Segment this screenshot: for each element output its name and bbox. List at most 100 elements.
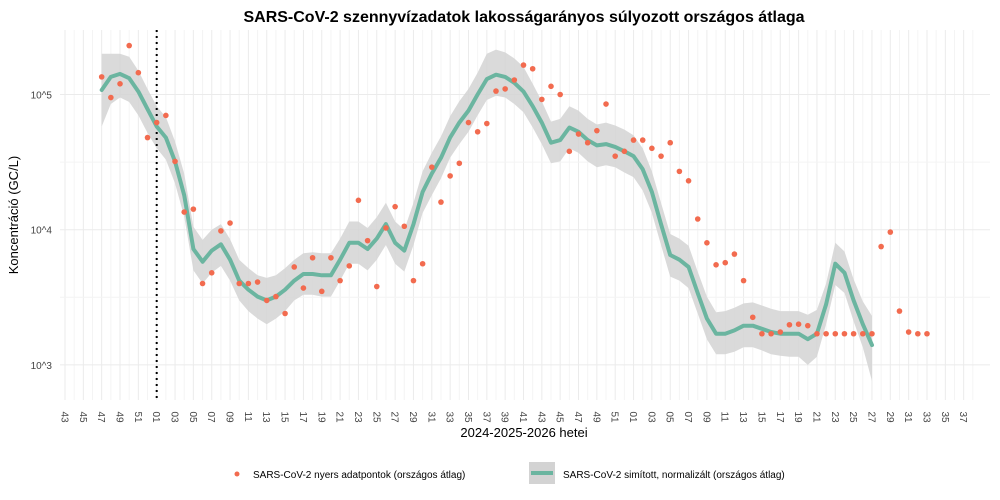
raw-data-point xyxy=(337,277,343,284)
raw-data-point xyxy=(722,259,729,266)
x-tick-label: 37 xyxy=(480,412,491,424)
legend-points-swatch xyxy=(234,471,240,477)
raw-data-point xyxy=(731,251,738,257)
x-tick-label: 51 xyxy=(609,412,620,424)
y-tick-label: 10^4 xyxy=(31,226,53,237)
raw-data-point xyxy=(520,62,527,68)
x-tick-label: 23 xyxy=(352,412,363,424)
raw-data-point xyxy=(401,223,408,230)
x-tick-label: 07 xyxy=(205,412,216,424)
raw-data-point xyxy=(685,177,692,184)
raw-data-point xyxy=(273,293,279,300)
raw-data-point xyxy=(419,260,426,267)
x-tick-label: 33 xyxy=(920,412,931,424)
chart-title: SARS-CoV-2 szennyvízadatok lakosságarány… xyxy=(243,9,804,26)
x-tick-label: 33 xyxy=(444,412,455,424)
raw-data-point xyxy=(594,127,600,134)
raw-data-point xyxy=(694,216,701,222)
legend-points-label: SARS-CoV-2 nyers adatpontok (országos át… xyxy=(253,470,465,481)
raw-data-point xyxy=(841,330,848,337)
confidence-band xyxy=(101,49,872,381)
x-tick-label: 31 xyxy=(425,412,436,424)
raw-data-point xyxy=(529,65,536,72)
raw-data-point xyxy=(108,94,114,101)
x-tick-label: 21 xyxy=(334,412,345,424)
raw-data-point xyxy=(612,153,618,159)
raw-data-point xyxy=(539,96,545,103)
raw-data-point xyxy=(218,228,224,234)
x-tick-label: 19 xyxy=(792,412,803,424)
raw-data-point xyxy=(566,148,573,155)
raw-data-point xyxy=(346,263,353,269)
raw-data-point xyxy=(254,279,261,285)
legend-line-label: SARS-CoV-2 simított, normalizált (ország… xyxy=(563,470,785,481)
x-tick-label: 03 xyxy=(645,412,656,424)
raw-data-point xyxy=(456,160,463,167)
raw-data-point xyxy=(227,220,233,226)
x-tick-label: 23 xyxy=(829,412,840,424)
raw-data-point xyxy=(777,329,784,335)
raw-data-point xyxy=(153,119,160,126)
raw-data-point xyxy=(144,134,151,141)
y-axis-title: Koncentráció (GC/L) xyxy=(6,156,21,275)
smoothed-series-line xyxy=(99,71,874,348)
raw-data-point xyxy=(658,153,664,159)
raw-data-point xyxy=(557,91,563,98)
raw-data-point xyxy=(713,262,719,268)
raw-data-point xyxy=(484,120,490,127)
raw-data-point xyxy=(465,119,472,126)
raw-data-point xyxy=(172,158,178,165)
x-tick-label: 47 xyxy=(95,412,106,424)
raw-data-point xyxy=(328,254,334,261)
raw-data-point xyxy=(438,199,444,205)
x-tick-label: 05 xyxy=(664,412,675,424)
raw-data-point xyxy=(832,330,839,337)
x-tick-label: 09 xyxy=(700,412,711,424)
x-tick-label: 29 xyxy=(407,412,418,424)
x-axis-ticks: 43 45 47 49 51 01 03 05 07 09 11 13 15 17 19 21 23 25 27 29… xyxy=(59,412,969,424)
y-axis-ticks: 10^3 10^4 10^5 xyxy=(31,91,53,372)
x-tick-label: 13 xyxy=(737,412,748,424)
x-tick-label: 35 xyxy=(939,412,950,424)
x-tick-label: 43 xyxy=(59,412,70,424)
x-tick-label: 07 xyxy=(682,412,693,424)
raw-data-point xyxy=(373,283,380,290)
raw-data-point xyxy=(392,203,398,210)
x-tick-label: 21 xyxy=(810,412,821,424)
x-axis-title: 2024-2025-2026 hetei xyxy=(460,425,587,440)
raw-data-point xyxy=(236,280,243,287)
raw-points xyxy=(98,42,930,337)
raw-data-point xyxy=(649,145,655,152)
raw-data-point xyxy=(355,197,362,204)
raw-data-point xyxy=(383,225,389,231)
raw-data-point xyxy=(135,69,142,76)
raw-data-point xyxy=(814,330,820,337)
raw-data-point xyxy=(740,277,747,284)
x-tick-label: 15 xyxy=(279,412,290,424)
x-tick-label: 13 xyxy=(260,412,271,424)
raw-data-point xyxy=(859,330,866,337)
x-tick-label: 49 xyxy=(590,412,601,424)
raw-data-point xyxy=(823,330,829,337)
raw-data-point xyxy=(511,77,518,83)
raw-data-point xyxy=(786,321,793,328)
raw-data-point xyxy=(575,131,582,137)
raw-data-point xyxy=(850,330,857,337)
x-tick-label: 41 xyxy=(517,412,528,424)
x-tick-label: 15 xyxy=(755,412,766,424)
grid xyxy=(60,30,990,400)
raw-data-point xyxy=(126,42,132,49)
x-tick-label: 29 xyxy=(884,412,895,424)
confidence-band-area xyxy=(101,49,872,381)
raw-data-point xyxy=(410,277,417,284)
raw-data-point xyxy=(924,330,930,337)
raw-data-point xyxy=(896,308,903,314)
x-tick-label: 09 xyxy=(224,412,235,424)
x-tick-label: 11 xyxy=(719,412,730,423)
x-tick-label: 51 xyxy=(132,412,143,424)
x-tick-label: 37 xyxy=(957,412,968,424)
raw-data-point xyxy=(548,83,554,90)
raw-data-point xyxy=(429,164,435,170)
x-tick-label: 25 xyxy=(370,412,381,424)
x-tick-label: 49 xyxy=(114,412,125,424)
